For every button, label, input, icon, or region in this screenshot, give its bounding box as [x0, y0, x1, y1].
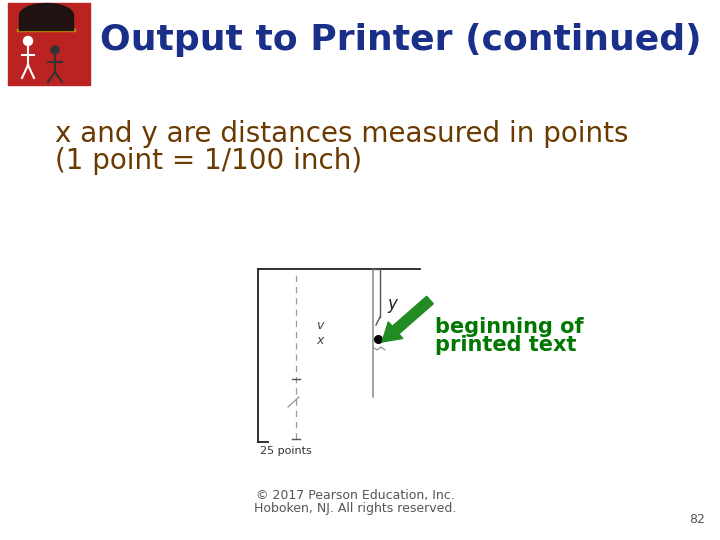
Text: Hoboken, NJ. All rights reserved.: Hoboken, NJ. All rights reserved. [254, 502, 456, 515]
Bar [8, 3, 90, 85]
Text: v: v [316, 319, 323, 332]
Circle shape [51, 46, 59, 54]
Text: © 2017 Pearson Education, Inc.: © 2017 Pearson Education, Inc. [256, 489, 454, 502]
Text: 82: 82 [689, 513, 705, 526]
FancyArrow shape [382, 296, 433, 342]
Circle shape [24, 37, 32, 45]
Text: x: x [316, 334, 323, 347]
Text: Output to Printer (continued): Output to Printer (continued) [100, 23, 701, 57]
Text: (1 point = 1/100 inch): (1 point = 1/100 inch) [55, 147, 362, 175]
Text: y: y [387, 295, 397, 313]
Text: 25 points: 25 points [260, 446, 312, 456]
Text: beginning of: beginning of [435, 317, 584, 337]
Text: printed text: printed text [435, 335, 577, 355]
Text: x and y are distances measured in points: x and y are distances measured in points [55, 120, 629, 148]
